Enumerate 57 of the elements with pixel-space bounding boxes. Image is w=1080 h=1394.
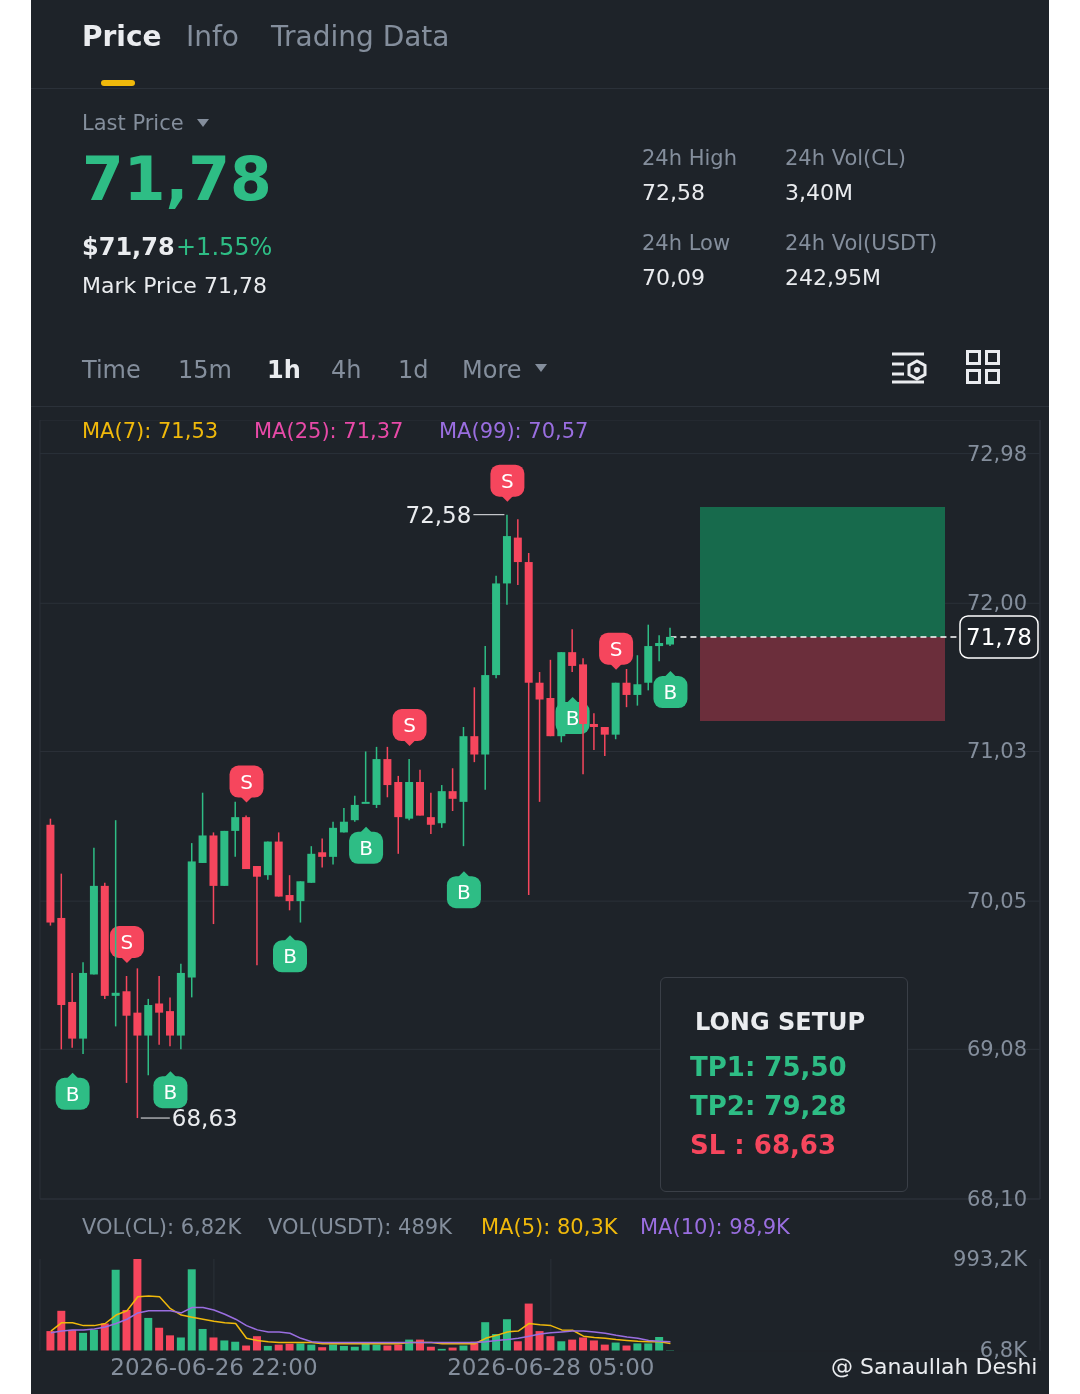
annotation: 72,58 bbox=[405, 501, 472, 528]
y-tick-label: 70,05 bbox=[966, 889, 1027, 914]
text: 24h Vol(USDT) bbox=[785, 231, 938, 255]
annotation: B bbox=[359, 835, 373, 860]
y-tick-label: 72,00 bbox=[966, 591, 1027, 616]
text: 24h Vol(CL) bbox=[785, 146, 906, 170]
text: 15m bbox=[178, 356, 232, 384]
y-tick-label: 71,03 bbox=[966, 739, 1027, 764]
text: Mark Price 71,78 bbox=[82, 273, 267, 298]
annotation: MA(99): 70,57 bbox=[439, 419, 589, 443]
text: VOL(USDT): 489K bbox=[268, 1215, 452, 1239]
annotation: S bbox=[501, 468, 514, 493]
text: +1.55% bbox=[176, 233, 273, 261]
annotation: S bbox=[609, 636, 623, 661]
text: MA(10): 98,9K bbox=[640, 1215, 790, 1239]
text: 71,78 bbox=[82, 144, 272, 214]
text: 70,09 bbox=[642, 265, 705, 290]
annotation: S bbox=[240, 769, 253, 794]
annotation: TP1: 75,50 bbox=[690, 1052, 847, 1082]
annotation: B bbox=[65, 1081, 80, 1106]
annotation: TP2: 79,28 bbox=[690, 1091, 847, 1121]
text: More bbox=[462, 356, 522, 384]
ref-line-label: 71,78 bbox=[966, 623, 1032, 650]
annotation: SL : 68,63 bbox=[690, 1130, 837, 1160]
text: Last Price bbox=[82, 111, 184, 135]
y-tick-label: 72,98 bbox=[966, 441, 1027, 466]
annotation: B bbox=[283, 944, 297, 969]
text: MA(5): 80,3K bbox=[481, 1215, 618, 1239]
y-tick-label: 68,10 bbox=[966, 1187, 1027, 1211]
text: 4h bbox=[331, 356, 362, 384]
text: 68,63 bbox=[171, 1105, 238, 1132]
text: 242,95M bbox=[785, 265, 881, 290]
text: Info bbox=[186, 20, 239, 53]
text: $71,78 bbox=[82, 233, 175, 261]
text: Time bbox=[82, 356, 141, 384]
text: 3,40M bbox=[785, 180, 853, 205]
text: 1h bbox=[267, 356, 301, 384]
x-tick-label: 2026-06-26 22:00 bbox=[110, 1354, 318, 1381]
text: Price bbox=[82, 20, 162, 53]
annotation: MA(7): 71,53 bbox=[82, 419, 219, 443]
text: 72,58 bbox=[642, 180, 705, 205]
annotation: B bbox=[565, 706, 580, 731]
annotation: S bbox=[120, 929, 134, 954]
annotation: B bbox=[457, 880, 471, 905]
annotation: S bbox=[403, 713, 416, 738]
annotation: B bbox=[163, 1080, 178, 1105]
annotation: B bbox=[663, 680, 678, 705]
text: 24h Low bbox=[642, 231, 731, 255]
text: Trading Data bbox=[271, 20, 450, 53]
y-tick-label: 993,2K bbox=[953, 1247, 1029, 1271]
text: VOL(CL): 6,82K bbox=[82, 1215, 242, 1239]
y-tick-label: 69,08 bbox=[966, 1037, 1027, 1062]
text: 1d bbox=[398, 356, 429, 384]
x-tick-label: 2026-06-28 05:00 bbox=[447, 1354, 655, 1381]
annotation: LONG SETUP bbox=[695, 1008, 866, 1036]
annotation: MA(25): 71,37 bbox=[254, 419, 404, 443]
text: 24h High bbox=[642, 146, 737, 170]
